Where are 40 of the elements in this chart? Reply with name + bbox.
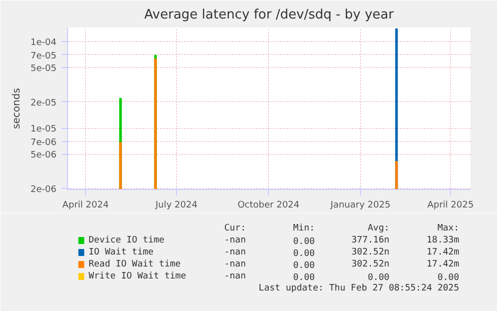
text: 17.42m (426, 248, 460, 258)
x-tick-label: January 2025 (330, 200, 390, 210)
text: 302.52n (351, 260, 390, 270)
text: Avg: (368, 224, 390, 234)
y-tick-label: 2e-05 (30, 98, 57, 108)
text: 377.16n (351, 236, 390, 246)
text: 302.52n (351, 248, 390, 258)
x-tick-label: April 2024 (62, 200, 109, 210)
text: -nan (224, 248, 246, 258)
text: 0.00 (293, 237, 315, 247)
text: Cur: (224, 224, 246, 234)
chart-title: Average latency for /dev/sdq - by year (144, 8, 394, 22)
text: Min: (293, 224, 315, 234)
legend-label: Write IO Wait time (88, 272, 186, 282)
y-tick-label: 1e-05 (30, 124, 57, 135)
y-tick-label: 1e-04 (30, 38, 57, 48)
y-tick-label: 5e-06 (30, 150, 57, 161)
x-tick-label: April 2025 (427, 200, 474, 210)
y-tick-label: 2e-06 (30, 185, 57, 196)
text: -nan (224, 260, 246, 270)
text: Max: (437, 224, 460, 234)
text: 0.00 (437, 273, 460, 283)
legend-label: IO Wait time (88, 248, 154, 258)
text: 0.00 (293, 261, 315, 271)
text: 17.42m (426, 260, 460, 270)
text: -nan (224, 272, 246, 282)
text: 18.33m (426, 236, 460, 246)
x-tick-label: October 2024 (238, 200, 300, 210)
text: Last update: Thu Feb 27 08:55:24 2025 (258, 284, 460, 294)
legend-label: Device IO time (88, 236, 164, 246)
text: 0.00 (293, 249, 315, 259)
y-tick-label: 7e-05 (30, 51, 57, 62)
text: 0.00 (368, 273, 390, 283)
y-tick-label: 7e-06 (30, 138, 57, 148)
text: -nan (224, 236, 246, 246)
y-tick-label: 5e-05 (30, 64, 57, 74)
x-tick-label: July 2024 (154, 200, 198, 210)
text: 0.00 (293, 273, 315, 283)
y-axis-title: seconds (12, 88, 23, 129)
legend-label: Read IO Wait time (88, 260, 181, 270)
